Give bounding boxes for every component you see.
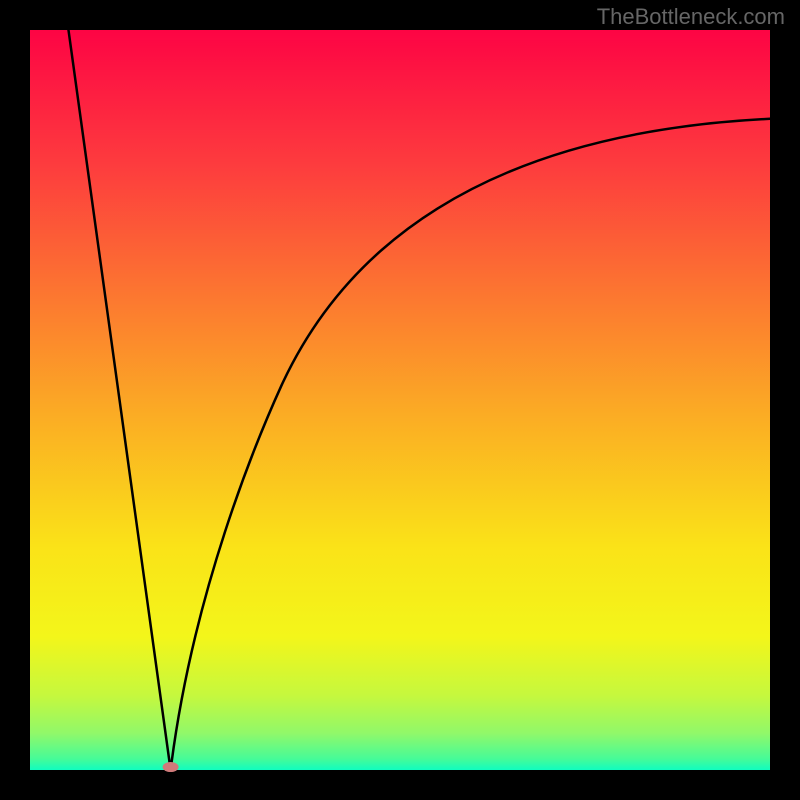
bottleneck-chart: TheBottleneck.com xyxy=(0,0,800,800)
plot-background xyxy=(30,30,770,770)
optimal-point-marker xyxy=(163,762,179,772)
watermark-text: TheBottleneck.com xyxy=(597,4,785,29)
